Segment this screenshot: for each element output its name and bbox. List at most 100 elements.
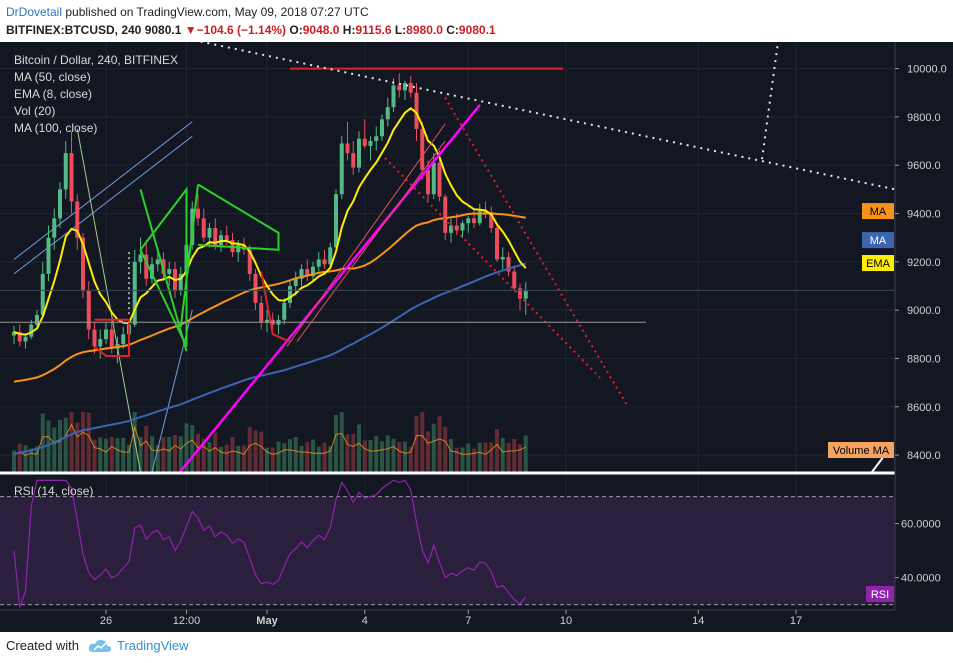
volume-bar [282,443,287,472]
candle-body [426,170,430,195]
volume-bar [391,438,396,472]
trend-line-light-blue [13,135,193,275]
candle-body [219,235,223,245]
volume-bar [414,415,419,472]
candle-body [213,228,218,245]
trend-line-light-blue [13,121,193,260]
volume-bar [299,445,304,472]
rsi-title[interactable]: RSI (14, close) [14,484,93,498]
volume-bar [150,436,154,472]
time-tick-label: 12:00 [173,615,201,627]
volume-bar [184,423,189,472]
volume-bar [173,435,177,472]
time-tick-label: 10 [560,615,572,627]
candle-body [477,211,482,224]
time-tick-label: May [256,615,278,627]
volume-bar [247,427,252,472]
rsi-tick-label: 60.0000 [901,519,941,531]
volume-bar [454,447,459,472]
candle-body [420,128,425,171]
legend-ma100[interactable]: MA (100, close) [14,121,97,135]
volume-bar [380,441,384,472]
legend-ema8[interactable]: EMA (8, close) [14,87,92,101]
green-triangle [139,186,188,352]
candle-body [454,225,459,231]
candle-body [403,83,407,91]
candle-body [293,278,298,286]
drawings-back [13,121,193,473]
volume-bar [305,441,310,472]
magenta-support-line [179,104,481,473]
volume-bar [449,439,453,472]
volume-bar [155,445,160,472]
rsi-pane [0,471,953,608]
price-tick-label: 9200.0 [907,257,941,269]
volume-bar [489,442,494,472]
volume-bar [253,430,258,472]
volume-bar [58,419,62,472]
rsi-badge-label: RSI [871,589,889,601]
candle-body [489,213,494,229]
candle-body [518,288,522,299]
volume-bar [506,443,511,472]
rsi-band [0,496,895,605]
indicator-badge-label: MA [870,206,887,218]
candle-body [52,218,57,238]
volume-bar [500,437,505,472]
indicator-badge [862,232,894,249]
volume-bar [523,435,528,472]
red-box [93,318,130,358]
candle-body [431,162,436,195]
candle-body [98,339,103,347]
candle-body [449,225,453,233]
price-tick-label: 10000.0 [907,64,947,76]
chart-area[interactable]: 10000.0 9800.0 9600.0 9400.0 9200.0 9000.0 880… [0,36,953,632]
footer: Created with TradingView [0,632,953,663]
candle-body [92,329,97,347]
candle-body [362,138,367,146]
candle-body [46,237,51,274]
author-link[interactable]: DrDovetail [6,5,63,19]
legend-ma50[interactable]: MA (50, close) [14,70,91,84]
candle-body [17,331,22,342]
candle-body [385,107,390,120]
candle-body [144,254,149,279]
candle-body [380,119,384,137]
volume-bar [92,439,97,472]
candle-body [224,235,229,241]
candle-body [178,273,183,291]
volume-bar [472,448,476,472]
tradingview-cloud-icon [88,639,112,652]
volume-bar [236,445,241,472]
volume-bar [109,436,114,472]
candle-body [121,334,126,344]
volume-bar [259,431,264,472]
volume-bar [12,450,16,472]
time-tick-label: 14 [692,615,704,627]
volume-bar [483,442,488,472]
price-chart[interactable]: 10000.0 9800.0 9600.0 9400.0 9200.0 9000.0 880… [0,36,953,632]
price-tick-label: 8400.0 [907,450,941,462]
volume-bar [466,443,471,472]
volume-ma-badge [828,442,894,458]
tradingview-link[interactable]: TradingView [117,638,189,653]
candle-body [132,261,137,325]
candle-body [63,153,68,190]
volume-bar [115,438,120,472]
volume-bar [121,437,126,472]
volume-bar [288,439,292,472]
volume-bar [23,445,28,472]
price-tick-label: 8600.0 [907,402,941,414]
volume-bar [201,438,206,472]
legend-vol[interactable]: Vol (20) [14,104,55,118]
volume-bar [334,415,338,472]
volume-bar [265,447,269,472]
volume-bar [460,447,465,472]
chart-header: DrDovetail published on TradingView.com,… [0,0,953,42]
price-axis-bg [895,42,953,610]
volume-bar [426,431,430,472]
volume-bar [75,422,80,472]
volume-bar [408,446,413,472]
trend-line-olive [76,128,141,473]
volume-bar [403,441,407,472]
